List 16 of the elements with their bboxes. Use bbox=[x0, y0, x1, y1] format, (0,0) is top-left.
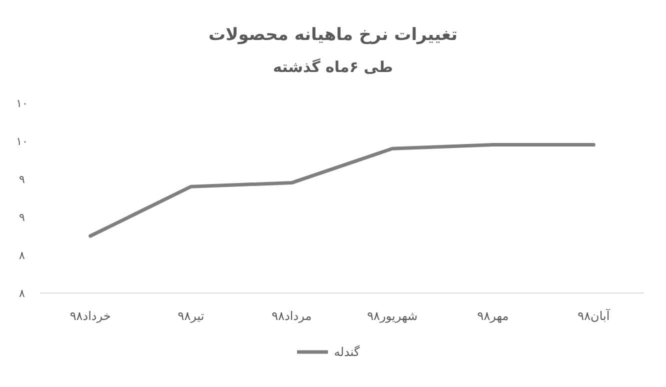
y-tick-label: ۱۰ bbox=[16, 97, 28, 110]
x-tick-label: شهریور۹۸ bbox=[367, 309, 418, 323]
x-tick-label: تیر۹۸ bbox=[178, 309, 204, 323]
y-tick-label: ۱۰ bbox=[16, 135, 28, 148]
y-tick-label: ۹ bbox=[19, 173, 26, 186]
chart-subtitle: طی ۶ماه گذشته bbox=[272, 58, 394, 76]
line-series bbox=[88, 143, 596, 238]
y-tick-label: ۸ bbox=[19, 249, 26, 262]
x-tick-label: مرداد۹۸ bbox=[272, 309, 312, 323]
x-tick-label: خرداد۹۸ bbox=[70, 309, 111, 323]
legend-label: گندله bbox=[334, 345, 360, 359]
y-tick-label: ۹ bbox=[19, 211, 26, 224]
y-tick-label: ۸ bbox=[19, 287, 26, 300]
chart-title: تغییرات نرخ ماهیانه محصولات bbox=[208, 25, 458, 45]
x-tick-label: آبان۹۸ bbox=[578, 308, 610, 323]
x-tick-label: مهر۹۸ bbox=[477, 309, 509, 323]
